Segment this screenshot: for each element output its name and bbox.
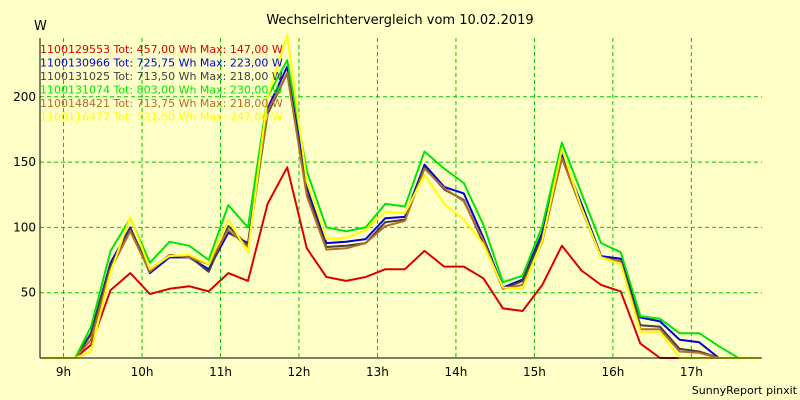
x-tick-label: 9h: [56, 365, 71, 379]
legend-entry-1100131074: 1100131074 Tot: 803,00 Wh Max: 230,00 W: [40, 84, 283, 97]
x-tick-label: 16h: [601, 365, 624, 379]
series-layer: [43, 34, 759, 359]
x-tick-label: 11h: [209, 365, 232, 379]
footer-credit: SunnyReport pinxit: [692, 384, 798, 397]
series-line-1100129553: [43, 166, 759, 359]
legend-entry-1100130966: 1100130966 Tot: 725,75 Wh Max: 223,00 W: [40, 57, 283, 70]
y-tick-label: 50: [21, 286, 36, 300]
legend-entry-1100129553: 1100129553 Tot: 457,00 Wh Max: 147,00 W: [40, 43, 283, 56]
x-tick-label: 12h: [288, 365, 311, 379]
y-tick-label: 200: [13, 90, 36, 104]
x-tick-label: 17h: [680, 365, 703, 379]
legend-entry-1100131025: 1100131025 Tot: 713,50 Wh Max: 218,00 W: [40, 70, 283, 83]
x-tick-label: 15h: [523, 365, 546, 379]
grid-layer: [40, 38, 762, 358]
axis-layer: 50 100 150 200 9h 10h 11h 12h 13h 14h 15h 16h 17h: [13, 38, 762, 379]
legend-entry-1100148421: 1100148421 Tot: 713,75 Wh Max: 218,00 W: [40, 97, 283, 110]
series-line-1100131074: [43, 59, 759, 359]
y-axis-unit-label: W: [34, 19, 47, 34]
x-tick-label: 14h: [444, 365, 467, 379]
series-line-1100116477: [43, 34, 759, 359]
x-tick-label: 13h: [366, 365, 389, 379]
y-tick-label: 100: [13, 220, 36, 234]
legend: 1100129553 Tot: 457,00 Wh Max: 147,00 W1…: [40, 43, 283, 124]
y-tick-label: 150: [13, 155, 36, 169]
legend-entry-1100116477: 1100116477 Tot: 721,50 Wh Max: 247,00 W: [40, 111, 283, 124]
x-tick-label: 10h: [131, 365, 154, 379]
chart-title: Wechselrichtervergleich vom 10.02.2019: [266, 13, 533, 28]
